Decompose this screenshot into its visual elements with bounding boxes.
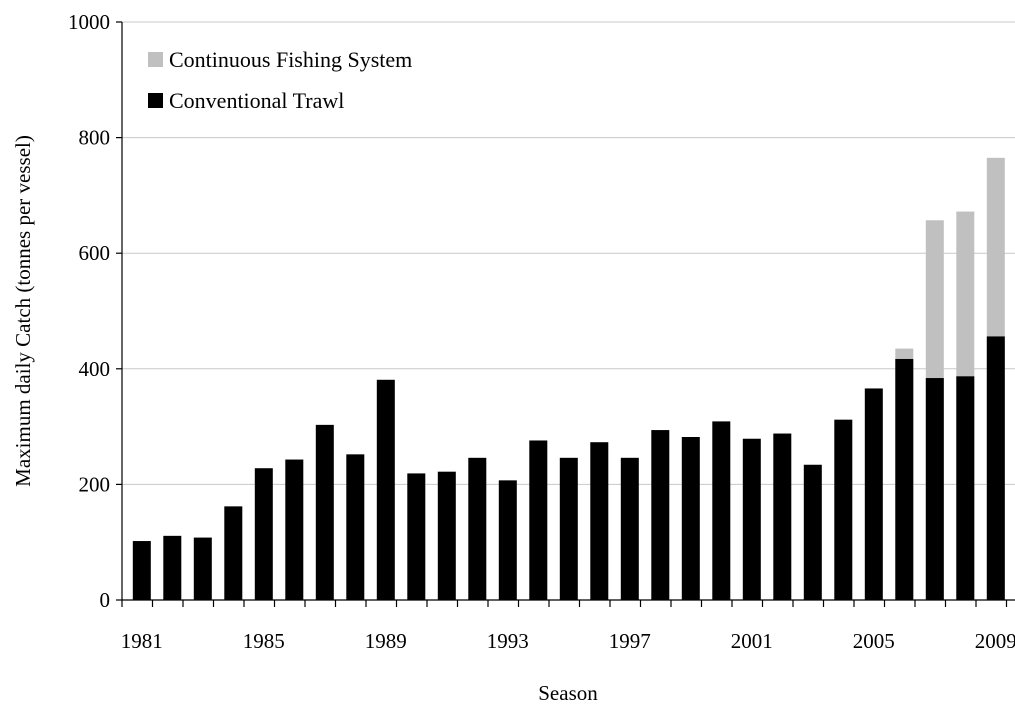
bar-conventional-trawl-1994 [529,440,548,600]
x-tick-label: 2001 [731,629,773,653]
bar-conventional-trawl-1992 [468,457,487,600]
bar-conventional-trawl-1983 [193,537,212,600]
bar-conventional-trawl-1996 [590,442,609,600]
x-tick-label: 1981 [121,629,163,653]
y-tick-label: 1000 [68,10,110,34]
bar-conventional-trawl-2009 [986,336,1005,600]
x-tick-label: 1989 [365,629,407,653]
y-axis-title: Maximum daily Catch (tonnes per vessel) [11,135,35,487]
bar-conventional-trawl-2000 [712,421,731,600]
bar-conventional-trawl-1999 [681,437,700,600]
bar-conventional-trawl-2008 [956,376,975,600]
x-tick-label: 2005 [853,629,895,653]
bar-conventional-trawl-2003 [803,464,822,600]
bar-conventional-trawl-1991 [437,471,456,600]
bar-conventional-trawl-2004 [834,419,853,600]
bar-conventional-trawl-1990 [407,473,426,600]
legend-swatch [148,52,163,67]
bar-conventional-trawl-2002 [773,433,792,600]
bars [132,157,1005,601]
legend: Continuous Fishing System Conventional Tr… [148,47,412,113]
bar-conventional-trawl-1998 [651,430,670,600]
bar-conventional-trawl-2006 [895,358,914,600]
x-tick-label: 1993 [487,629,529,653]
bar-conventional-trawl-2001 [742,438,761,600]
x-tick-label: 2009 [975,629,1015,653]
x-tick-label: 1985 [243,629,285,653]
x-ticks: 1981 1985 1989 1993 1997 2001 2005 2009 [121,600,1015,653]
x-tick-label: 1997 [609,629,651,653]
bar-conventional-trawl-1997 [620,457,639,600]
bar-conventional-trawl-1982 [163,535,182,600]
y-tick-label: 0 [100,588,111,612]
legend-label: Continuous Fishing System [169,47,412,72]
bar-conventional-trawl-2005 [864,388,883,600]
x-axis-title: Season [538,681,598,705]
bar-conventional-trawl-1985 [254,468,273,600]
bar-conventional-trawl-1987 [315,424,334,600]
bar-conventional-trawl-1984 [224,506,243,600]
bar-conventional-trawl-1989 [376,379,395,600]
y-ticks: 0 200 400 600 800 1000 [68,10,122,612]
legend-label: Conventional Trawl [169,88,344,113]
axes [121,22,1015,601]
y-tick-label: 400 [79,357,111,381]
bar-conventional-trawl-2007 [925,378,944,600]
y-tick-label: 800 [79,126,111,150]
bar-conventional-trawl-1995 [559,457,578,600]
bar-conventional-trawl-1981 [132,541,151,600]
y-tick-label: 200 [79,472,111,496]
bar-conventional-trawl-1986 [285,459,304,600]
y-tick-label: 600 [79,241,111,265]
bar-conventional-trawl-1988 [346,454,365,600]
legend-swatch [148,93,163,108]
bar-conventional-trawl-1993 [498,480,517,600]
